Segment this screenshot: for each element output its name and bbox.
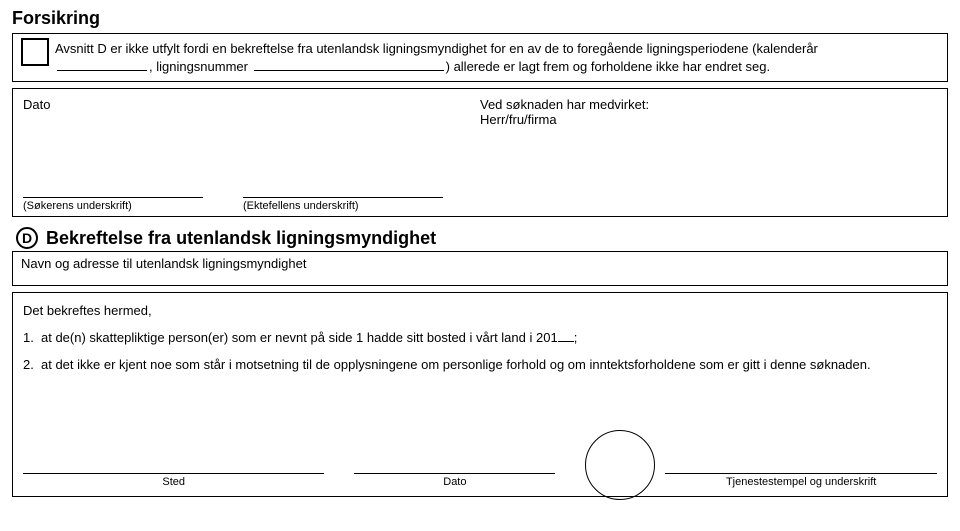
item-1-number: 1. (23, 328, 41, 349)
confirmation-box: Det bekreftes hermed, 1. at de(n) skatte… (12, 292, 948, 497)
avsnitt-text-b: , ligningsnummer (149, 59, 248, 74)
avsnitt-text-c: ) allerede er lagt frem og forholdene ik… (446, 59, 770, 74)
avsnitt-d-text: Avsnitt D er ikke utfylt fordi en bekref… (55, 40, 939, 75)
page-title: Forsikring (12, 8, 948, 29)
item-1-text-a: at de(n) skattepliktige person(er) som e… (41, 330, 558, 345)
avsnitt-d-box: Avsnitt D er ikke utfylt fordi en bekref… (12, 33, 948, 82)
medvirket-line2: Herr/fru/firma (480, 112, 937, 127)
name-address-label: Navn og adresse til utenlandsk ligningsm… (21, 256, 306, 271)
stamp-circle (585, 430, 655, 500)
section-d-header: D Bekreftelse fra utenlandsk ligningsmyn… (16, 227, 948, 249)
dato-field[interactable]: Dato (354, 473, 555, 488)
ligningsnummer-blank[interactable] (254, 59, 444, 71)
item-1-text-b: ; (574, 330, 578, 345)
section-d-title: Bekreftelse fra utenlandsk ligningsmyndi… (46, 228, 436, 249)
item-2-number: 2. (23, 355, 41, 376)
confirm-item-2: 2. at det ikke er kjent noe som står i m… (23, 355, 937, 376)
dato-label: Dato (23, 97, 480, 127)
ektefellens-underskrift[interactable]: (Ektefellens underskrift) (243, 197, 443, 212)
year-digit-blank[interactable] (558, 330, 574, 342)
name-address-box[interactable]: Navn og adresse til utenlandsk ligningsm… (12, 251, 948, 286)
item-2-text: at det ikke er kjent noe som står i mots… (41, 355, 871, 376)
confirm-item-1: 1. at de(n) skattepliktige person(er) so… (23, 328, 937, 349)
confirm-intro: Det bekreftes hermed, (23, 301, 937, 322)
section-d-circle: D (16, 227, 38, 249)
year-blank[interactable] (57, 59, 147, 71)
sokerens-underskrift[interactable]: (Søkerens underskrift) (23, 197, 203, 212)
avsnitt-d-checkbox[interactable] (21, 38, 49, 66)
medvirket-line1: Ved søknaden har medvirket: (480, 97, 937, 112)
bottom-signature-row: Sted Dato Tjenestestempel og underskrift (23, 430, 937, 488)
signature-box: Dato Ved søknaden har medvirket: Herr/fr… (12, 88, 948, 217)
stempel-field[interactable]: Tjenestestempel og underskrift (665, 473, 937, 488)
avsnitt-text-a: Avsnitt D er ikke utfylt fordi en bekref… (55, 41, 818, 56)
sted-field[interactable]: Sted (23, 473, 324, 488)
